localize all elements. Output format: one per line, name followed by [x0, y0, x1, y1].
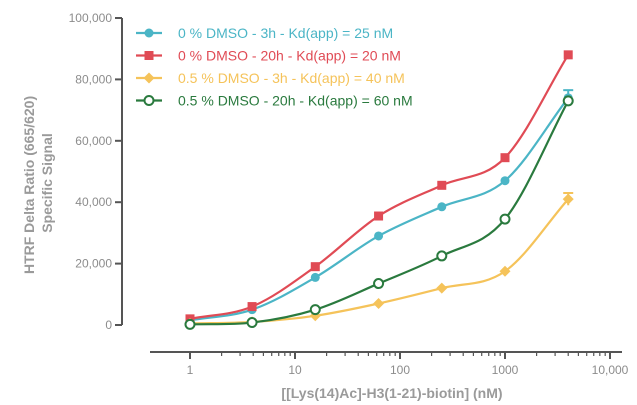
- series-4-point: [373, 278, 385, 290]
- legend-label-4: 0.5 % DMSO - 20h - Kd(app) = 60 nM: [178, 93, 413, 109]
- data-points: [184, 50, 574, 330]
- series-2-point: [374, 211, 384, 221]
- legend-label-3: 0.5 % DMSO - 3h - Kd(app) = 40 nM: [178, 70, 405, 86]
- series-2-point: [500, 153, 510, 163]
- y-axis-title-line-1: HTRF Delta Ratio (665/620): [21, 96, 37, 274]
- legend: 0 % DMSO - 3h - Kd(app) = 25 nM 0 % DMSO …: [136, 25, 413, 109]
- x-tick-label: 1000: [492, 363, 519, 377]
- y-tick-label: 20,000: [75, 257, 112, 271]
- legend-marker-2: [144, 51, 154, 60]
- series-2-point: [310, 262, 320, 272]
- y-axis-title-line-2: Specific Signal: [39, 133, 55, 233]
- y-tick-label: 80,000: [75, 72, 112, 86]
- y-tick-label: 60,000: [75, 134, 112, 148]
- series-3-point: [562, 193, 574, 205]
- series-2-point: [437, 180, 447, 190]
- x-tick-label: 1: [187, 363, 194, 377]
- series-2-point: [563, 50, 573, 60]
- y-axis-title: HTRF Delta Ratio (665/620) Specific Sign…: [21, 92, 55, 274]
- x-tick-label: 100: [390, 363, 410, 377]
- series-2-point: [247, 302, 257, 312]
- y-tick-label: 0: [105, 318, 112, 332]
- series-3-point: [373, 298, 385, 310]
- series-1-point: [437, 202, 447, 212]
- legend-marker-3: [143, 72, 155, 84]
- y-axis-ticks: 0 20,000 40,000 60,000 80,000 100,000: [69, 11, 122, 332]
- series-4-point: [309, 304, 321, 316]
- y-tick-label: 40,000: [75, 195, 112, 209]
- series-4-point: [499, 213, 511, 225]
- x-tick-label: 10,000: [592, 363, 629, 377]
- series-1-point: [500, 176, 510, 186]
- series-3-point: [499, 265, 511, 277]
- x-tick-label: 10: [288, 363, 302, 377]
- y-tick-label: 100,000: [69, 11, 113, 25]
- x-axis-title: [[Lys(14)Ac]-H3(1-21)-biotin] (nM): [281, 385, 502, 401]
- series-1-point: [374, 231, 384, 241]
- series-4-point: [562, 95, 574, 107]
- series-4-point: [246, 317, 258, 329]
- x-axis-ticks: 1 10 100 1000 10,000: [187, 352, 629, 377]
- series-1-point: [310, 272, 320, 282]
- legend-marker-4: [143, 95, 155, 106]
- legend-label-1: 0 % DMSO - 3h - Kd(app) = 25 nM: [178, 25, 393, 41]
- legend-marker-1: [144, 28, 154, 38]
- legend-label-2: 0 % DMSO - 20h - Kd(app) = 20 nM: [178, 48, 401, 64]
- series-3-point: [436, 282, 448, 294]
- series-4-point: [184, 318, 196, 330]
- series-4-point: [436, 250, 448, 262]
